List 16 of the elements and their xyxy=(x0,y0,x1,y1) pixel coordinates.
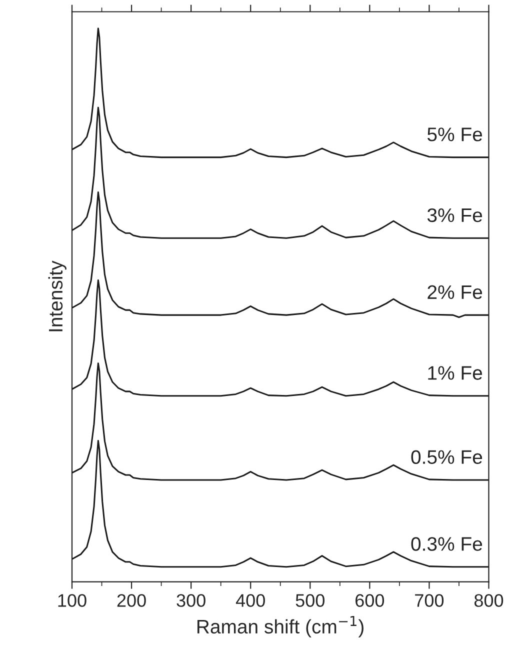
x-tick-label: 500 xyxy=(296,594,324,607)
series-label: 2% Fe xyxy=(428,285,482,300)
x-tick-label: 100 xyxy=(58,594,86,607)
x-tick-label: 300 xyxy=(176,594,206,607)
series-label: 0.5% Fe xyxy=(411,450,482,464)
x-tick-label: 600 xyxy=(356,594,384,607)
x-tick-label: 700 xyxy=(415,594,444,607)
x-tick-label: 400 xyxy=(236,594,265,607)
x-tick-label: 800 xyxy=(474,594,504,607)
series-label: 3% Fe xyxy=(427,208,482,222)
series-label: 1% Fe xyxy=(428,366,482,380)
y-axis-title: Intensity xyxy=(48,260,66,332)
x-axis-title: Raman shift (cm$^{−1}$) xyxy=(197,616,364,638)
series-label: 5% Fe xyxy=(427,128,482,142)
x-tick-label: 200 xyxy=(117,594,146,607)
series-label: 0.3% Fe xyxy=(411,537,482,551)
